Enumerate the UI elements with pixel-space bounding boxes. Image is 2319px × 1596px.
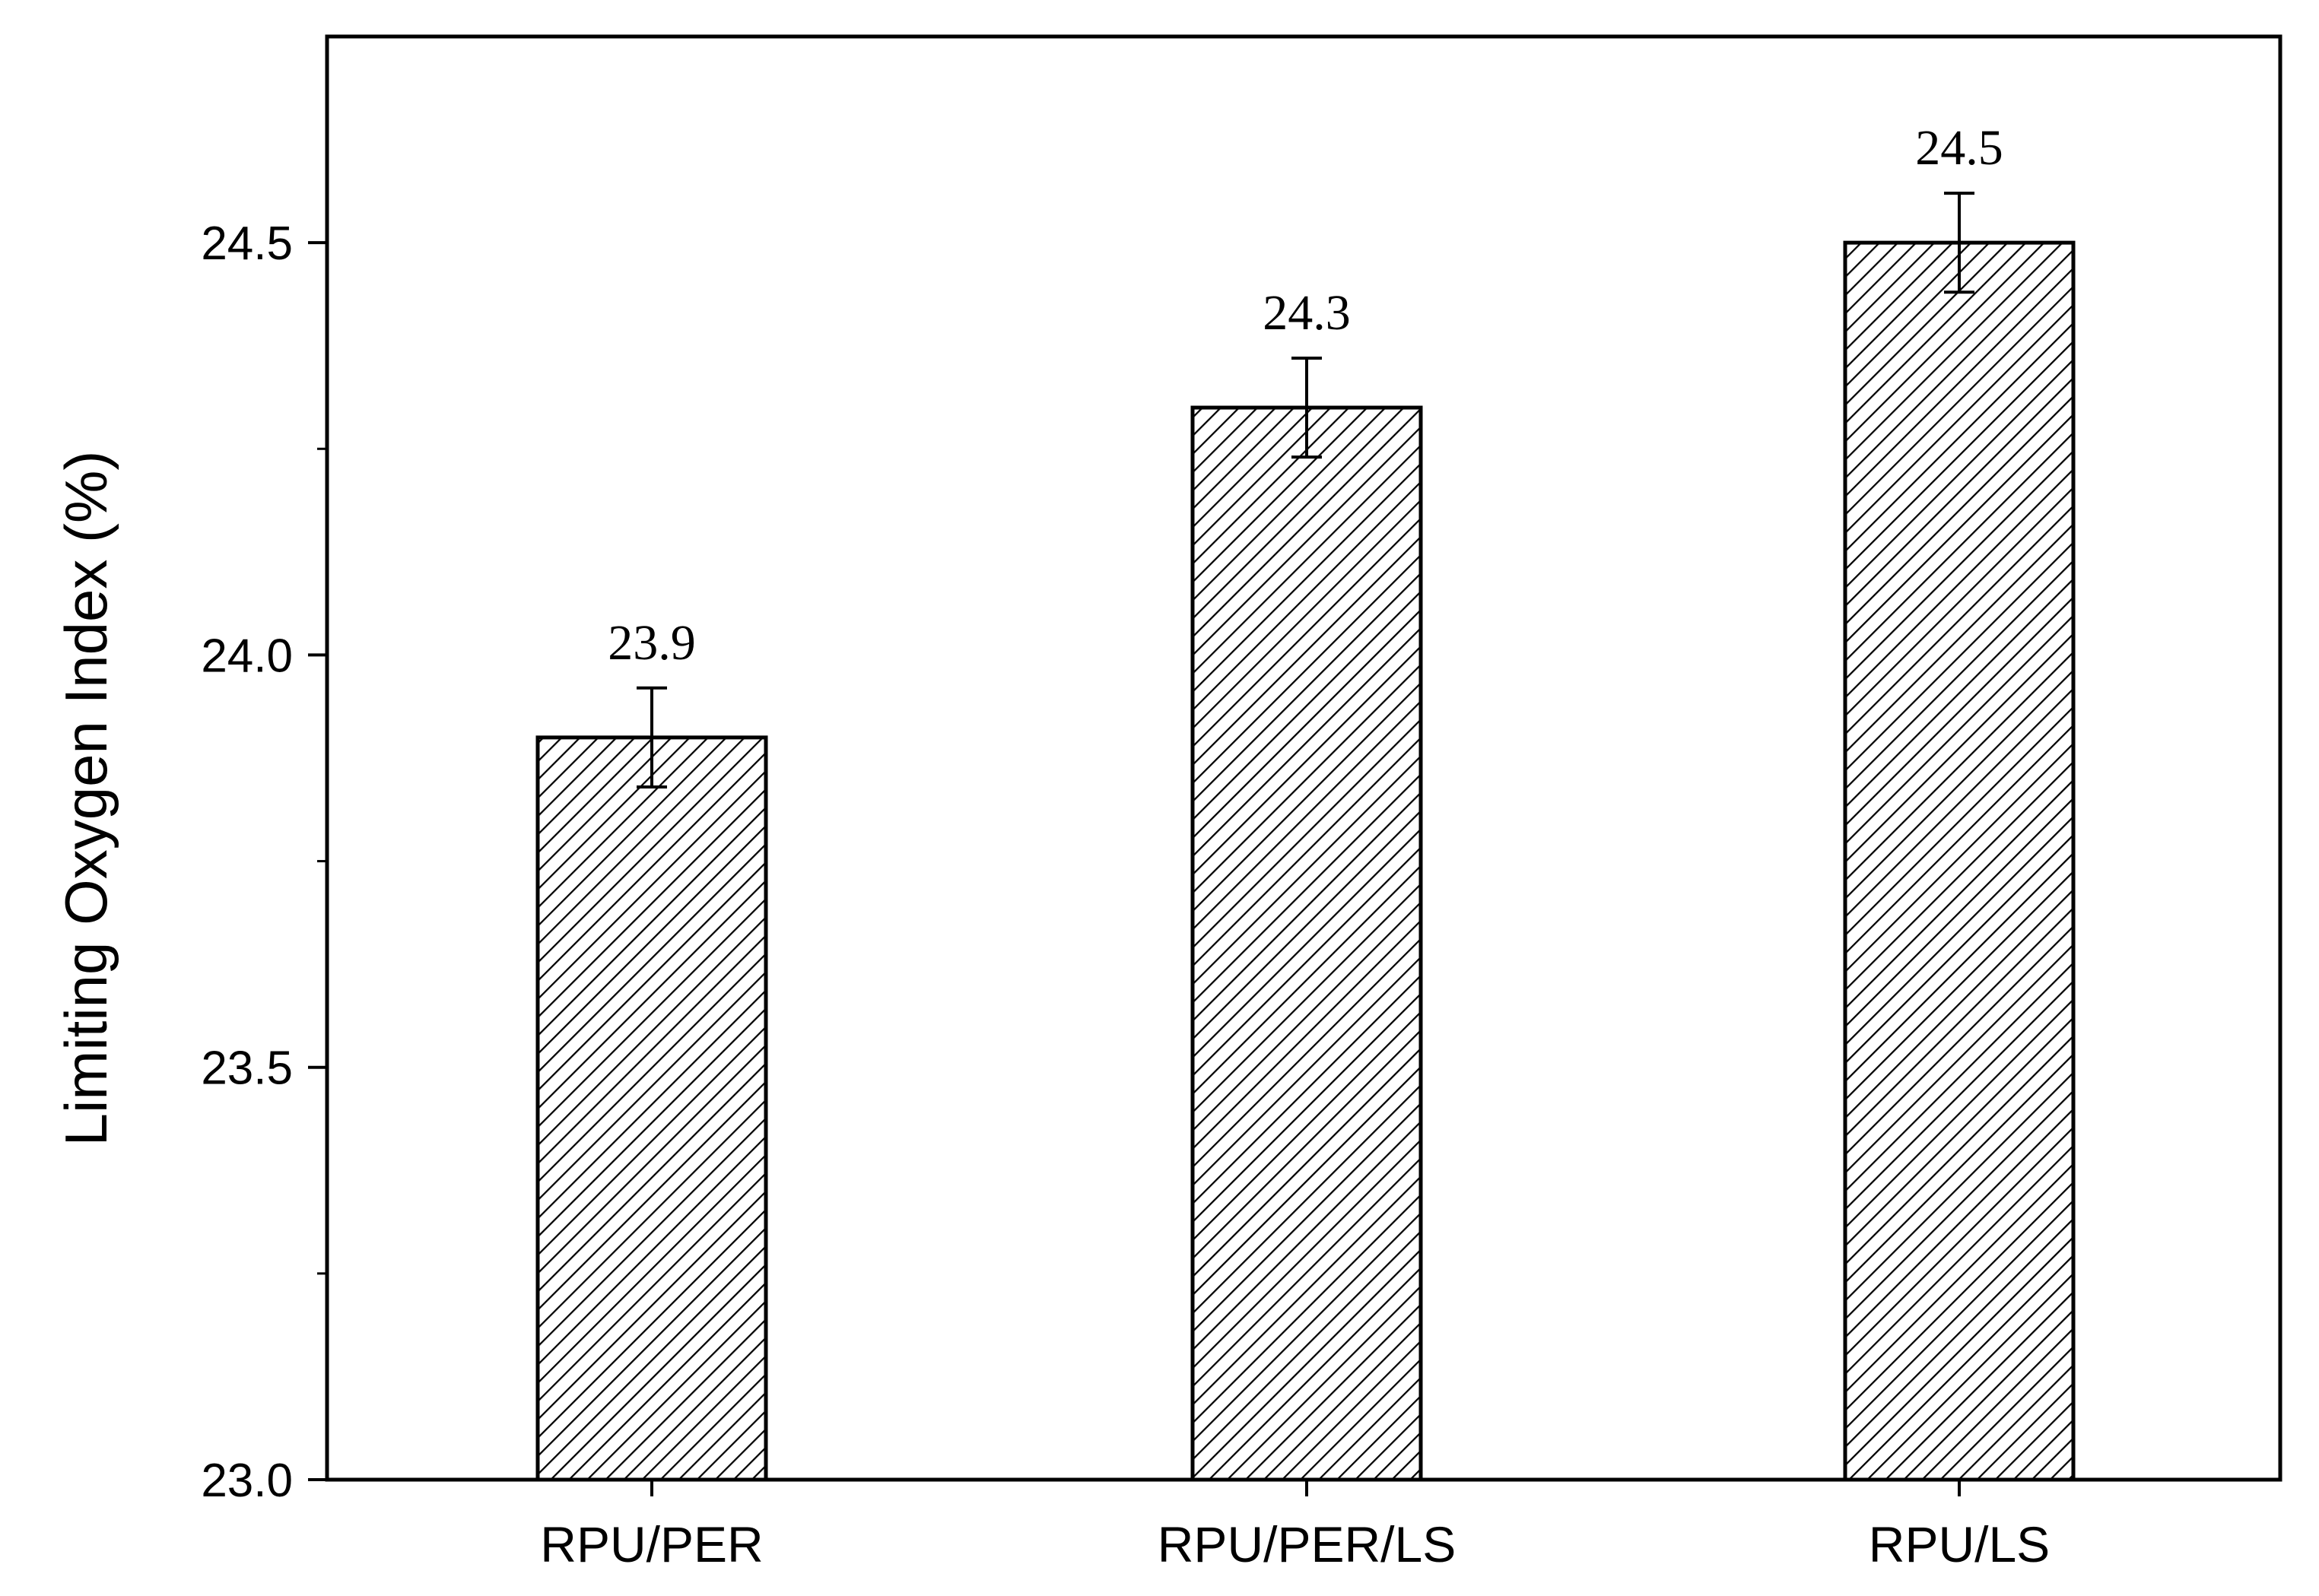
y-tick-label-3: 24.0 bbox=[201, 630, 293, 682]
data-label-2: 24.3 bbox=[1263, 285, 1351, 341]
bar-1 bbox=[535, 735, 768, 1482]
bar-3 bbox=[1843, 240, 2076, 1482]
y-axis-title: Limiting Oxygen Index (%) bbox=[52, 451, 119, 1147]
y-tick-label-2: 23.5 bbox=[201, 1042, 293, 1095]
x-tick-label-1: RPU/PER bbox=[540, 1516, 763, 1572]
data-label-1: 23.9 bbox=[608, 615, 696, 671]
y-tick-label-4: 24.5 bbox=[201, 217, 293, 270]
y-tick-label-1: 23.0 bbox=[201, 1455, 293, 1507]
data-label-3: 24.5 bbox=[1915, 120, 2003, 176]
x-tick-label-3: RPU/LS bbox=[1869, 1516, 2050, 1572]
bar-2 bbox=[1190, 405, 1423, 1482]
x-tick-label-2: RPU/PER/LS bbox=[1158, 1516, 1456, 1572]
